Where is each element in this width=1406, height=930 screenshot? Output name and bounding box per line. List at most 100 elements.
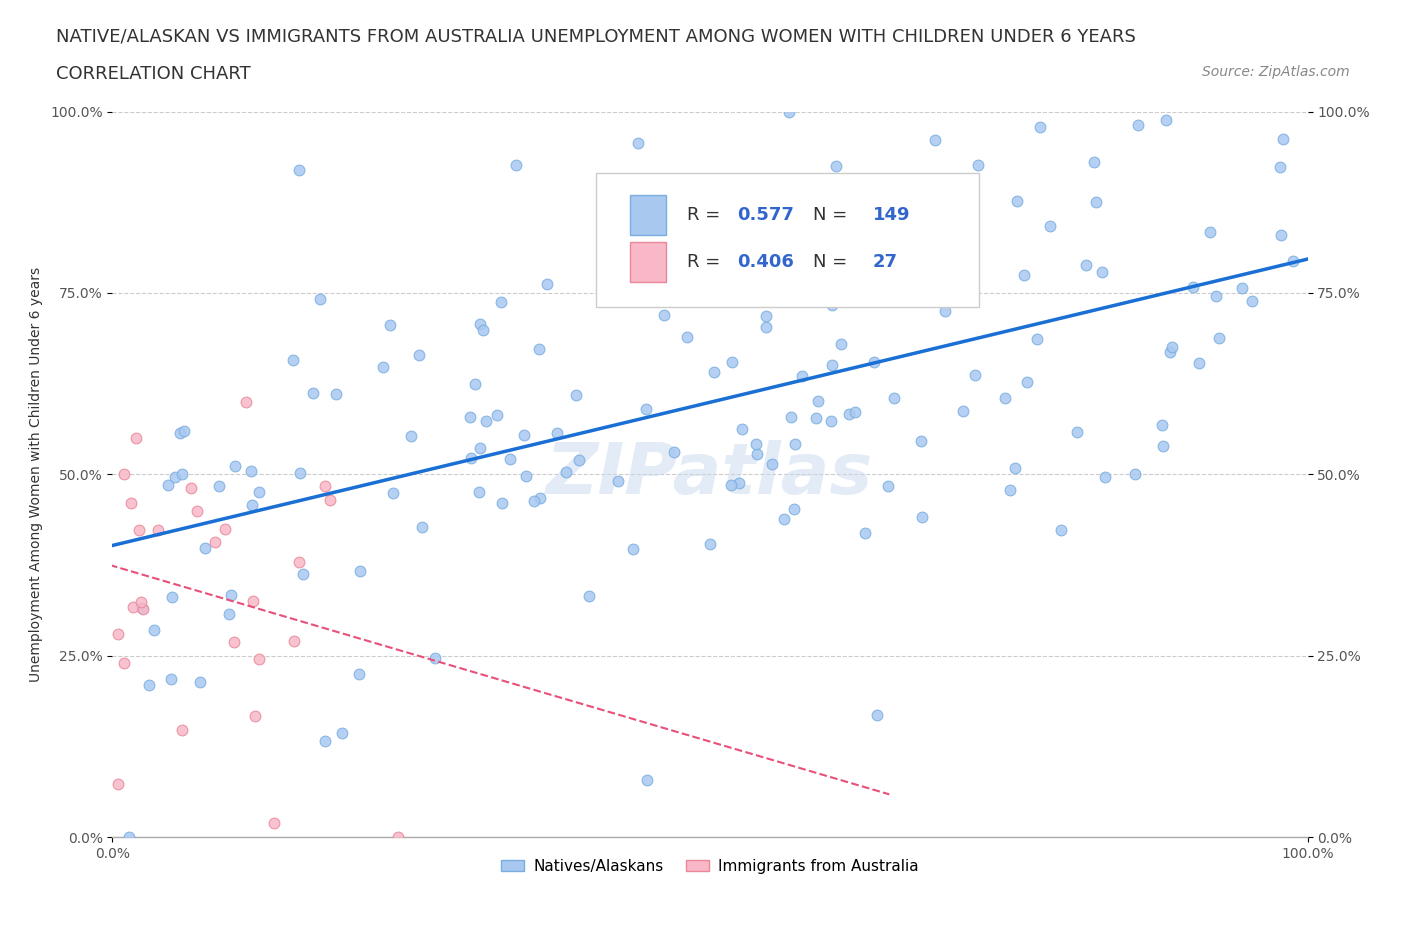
Point	[578, 589, 600, 604]
Point	[607, 473, 630, 488]
Point	[107, 777, 129, 791]
Point	[204, 535, 226, 550]
Text: 0.577: 0.577	[738, 206, 794, 224]
Point	[146, 523, 169, 538]
Point	[131, 601, 153, 616]
Point	[1159, 344, 1181, 359]
Point	[797, 238, 820, 253]
Point	[669, 205, 692, 219]
Point	[423, 650, 446, 665]
Point	[263, 816, 285, 830]
Point	[157, 478, 180, 493]
Point	[855, 525, 877, 540]
Point	[247, 485, 270, 499]
Point	[1199, 225, 1222, 240]
Point	[924, 133, 946, 148]
Bar	[630, 242, 666, 282]
Point	[636, 772, 658, 787]
Point	[160, 590, 183, 604]
Point	[486, 407, 509, 422]
Point	[132, 602, 155, 617]
Point	[399, 429, 422, 444]
Point	[811, 284, 834, 299]
Point	[411, 520, 433, 535]
Point	[1074, 258, 1097, 272]
Point	[627, 135, 650, 150]
Point	[1241, 294, 1264, 309]
Point	[242, 593, 264, 608]
Point	[1154, 113, 1177, 127]
Point	[1017, 375, 1039, 390]
Point	[634, 402, 657, 417]
Point	[472, 323, 495, 338]
Point	[118, 830, 141, 844]
Point	[779, 410, 801, 425]
Point	[498, 452, 520, 467]
Point	[1029, 119, 1052, 134]
Point	[699, 537, 721, 551]
Point	[721, 247, 744, 262]
Text: N =: N =	[813, 206, 853, 224]
Point	[458, 409, 481, 424]
Point	[773, 512, 796, 526]
Point	[883, 391, 905, 405]
Point	[218, 606, 240, 621]
Point	[1050, 523, 1073, 538]
Point	[934, 303, 956, 318]
Point	[283, 634, 305, 649]
Point	[470, 317, 492, 332]
Point	[820, 413, 842, 428]
Point	[129, 594, 152, 609]
Point	[1000, 483, 1022, 498]
Point	[546, 425, 568, 440]
Point	[186, 503, 208, 518]
Point	[112, 656, 135, 671]
Bar	[630, 195, 666, 235]
Point	[120, 496, 142, 511]
Point	[1181, 279, 1204, 294]
FancyBboxPatch shape	[596, 173, 979, 308]
Point	[1094, 470, 1116, 485]
Point	[125, 431, 148, 445]
Point	[1161, 339, 1184, 354]
Point	[460, 451, 482, 466]
Point	[170, 467, 193, 482]
Point	[1152, 417, 1174, 432]
Point	[778, 104, 800, 119]
Point	[1039, 219, 1062, 233]
Point	[314, 478, 336, 493]
Point	[959, 194, 981, 209]
Point	[1270, 228, 1292, 243]
Point	[792, 369, 814, 384]
Point	[783, 436, 806, 451]
Point	[564, 387, 586, 402]
Point	[967, 157, 990, 172]
Point	[730, 421, 752, 436]
Point	[515, 469, 537, 484]
Point	[652, 308, 675, 323]
Point	[755, 308, 778, 323]
Point	[387, 830, 409, 844]
Point	[782, 501, 804, 516]
Point	[194, 540, 217, 555]
Point	[349, 564, 371, 578]
Point	[761, 457, 783, 472]
Point	[994, 391, 1017, 405]
Point	[475, 414, 498, 429]
Point	[288, 555, 311, 570]
Text: 149: 149	[873, 206, 910, 224]
Point	[866, 708, 889, 723]
Point	[830, 337, 852, 352]
Point	[190, 674, 212, 689]
Point	[301, 385, 323, 400]
Point	[408, 347, 430, 362]
Point	[824, 158, 846, 173]
Point	[555, 464, 578, 479]
Point	[1282, 254, 1305, 269]
Point	[222, 634, 245, 649]
Point	[489, 295, 512, 310]
Point	[165, 470, 187, 485]
Point	[523, 494, 546, 509]
Text: Source: ZipAtlas.com: Source: ZipAtlas.com	[1202, 65, 1350, 79]
Point	[821, 298, 844, 312]
